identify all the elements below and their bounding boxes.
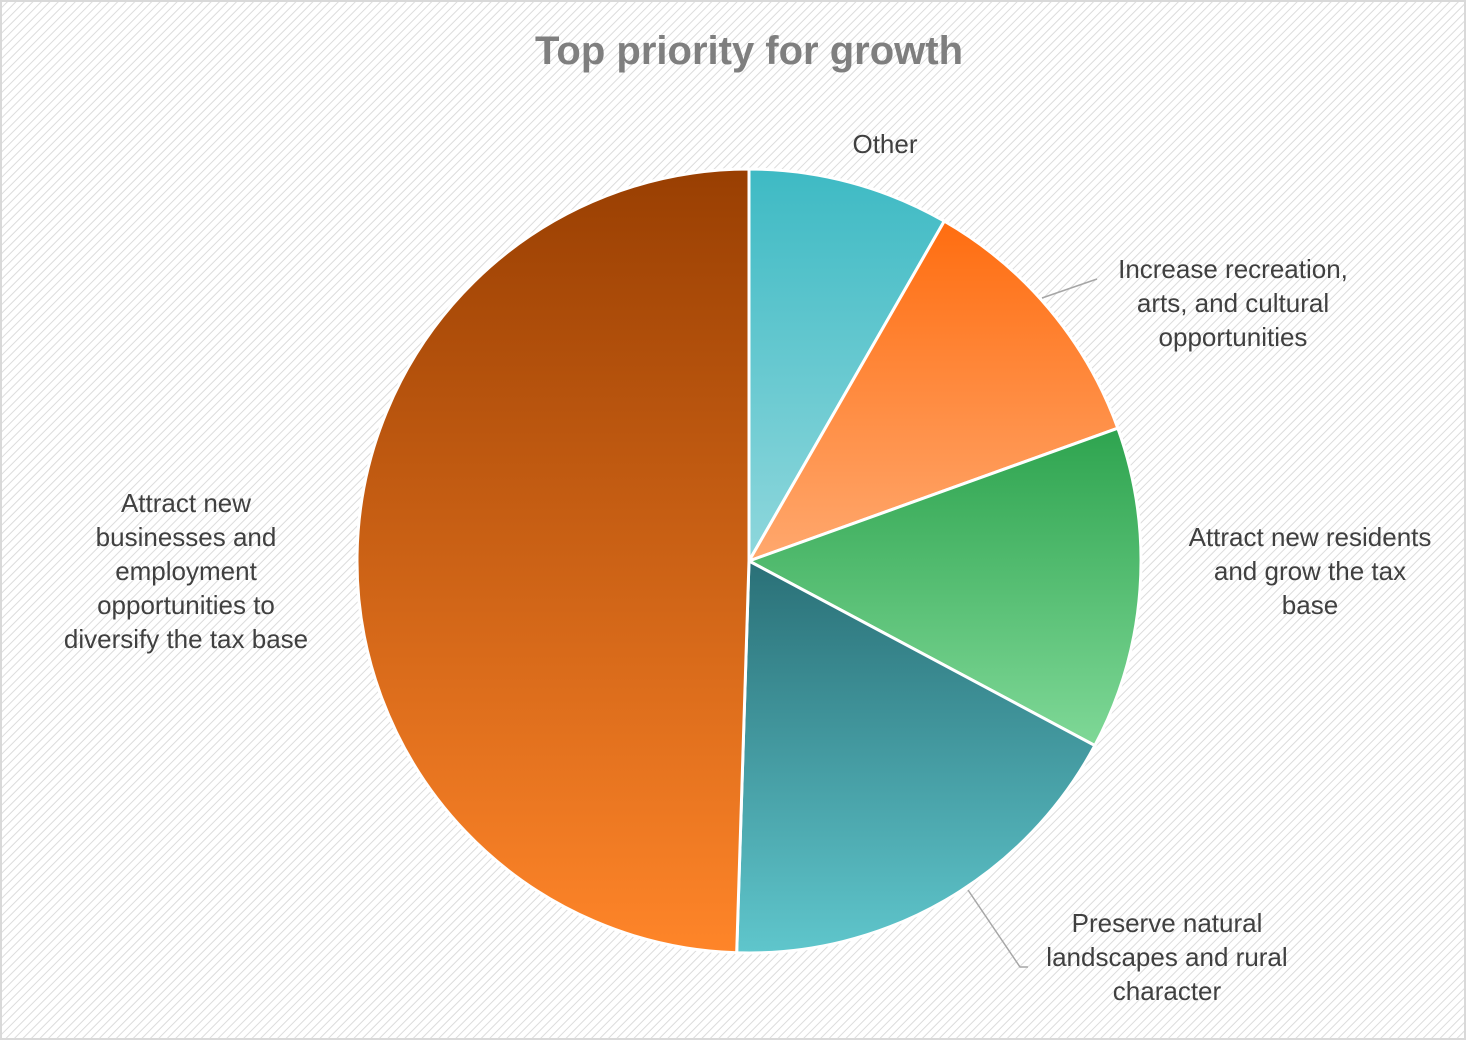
leader-lines xyxy=(967,278,1098,968)
chart-title: Top priority for growth xyxy=(535,29,963,73)
slice-label: Attract new residents and grow the tax bas… xyxy=(1189,522,1432,620)
slice-label: Other xyxy=(852,129,917,159)
pie-slice xyxy=(735,558,1097,955)
slice-label: Increase recreation, arts, and cultural op… xyxy=(1118,254,1348,352)
pie-slice xyxy=(355,167,751,955)
pie-slices xyxy=(355,167,1143,955)
slice-label: Preserve natural landscapes and rural char… xyxy=(1046,908,1287,1006)
leader-line xyxy=(967,889,1028,968)
leader-line xyxy=(1041,278,1098,299)
slice-labels: Other Increase recreation, arts, and cultu… xyxy=(64,129,1432,1006)
pie-slice xyxy=(745,219,1120,564)
slice-label: Attract new businesses and employment oppor… xyxy=(64,488,308,654)
pie-slice xyxy=(745,426,1143,748)
pie-slice xyxy=(747,167,947,567)
